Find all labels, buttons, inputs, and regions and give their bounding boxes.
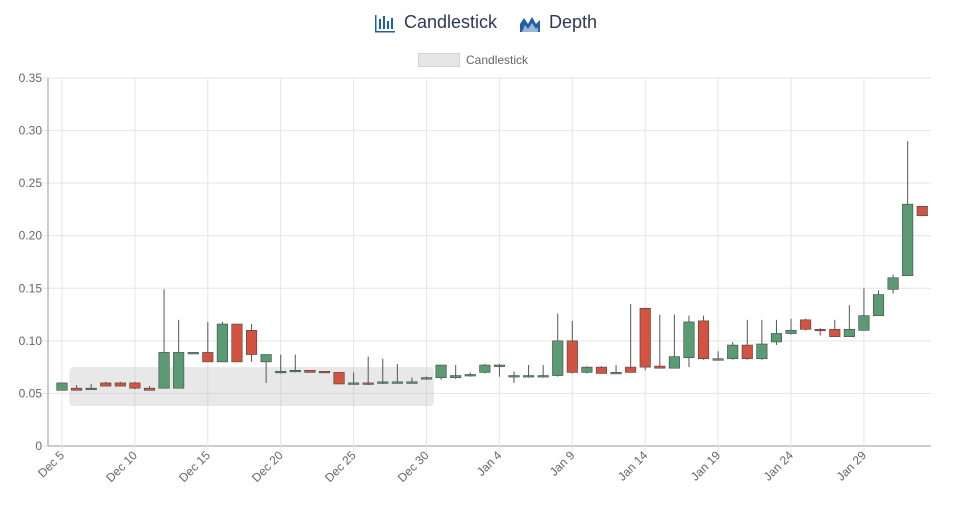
candle-down: [143, 387, 156, 391]
candle-up: [508, 375, 520, 378]
candle-up: [770, 333, 782, 343]
candle-up: [348, 382, 360, 385]
candle-up: [727, 344, 739, 360]
x-tick-label: Jan 19: [688, 448, 724, 484]
candle-up: [187, 352, 199, 355]
candle-up: [610, 372, 622, 375]
candle-up: [785, 330, 797, 334]
candle-down: [245, 330, 258, 355]
candle-down: [202, 352, 214, 363]
candle-up: [275, 371, 287, 374]
candle-up: [493, 364, 505, 367]
candle-up: [872, 294, 885, 316]
legend-label: Candlestick: [466, 53, 529, 67]
candle-up: [450, 375, 462, 378]
tab-depth-label: Depth: [549, 12, 598, 32]
candlestick-icon: [374, 13, 396, 33]
candle-down: [304, 369, 316, 373]
candle-up: [712, 358, 724, 361]
candle-down: [318, 371, 330, 374]
y-tick-label: 0.25: [19, 176, 43, 190]
candle-down: [595, 366, 608, 374]
candle-up: [523, 375, 535, 378]
candle-up: [289, 369, 301, 373]
candle-up: [260, 354, 272, 363]
candle-down: [639, 307, 651, 368]
candle-up: [756, 343, 768, 360]
candle-down: [231, 323, 243, 363]
candle-down: [100, 382, 112, 387]
y-tick-label: 0.15: [19, 281, 43, 295]
candle-up: [420, 377, 433, 380]
candle-up: [464, 374, 476, 377]
candle-up: [552, 340, 564, 376]
candle-down: [697, 320, 710, 360]
candle-down: [362, 382, 374, 385]
candle-down: [566, 340, 578, 373]
candle-up: [391, 381, 403, 384]
candle-up: [406, 381, 418, 384]
candle-down: [814, 328, 826, 332]
candle-up: [56, 382, 68, 391]
tab-depth[interactable]: Depth: [519, 12, 597, 33]
tab-candlestick-label: Candlestick: [403, 12, 497, 32]
y-tick-label: 0: [35, 439, 42, 453]
y-tick-label: 0.30: [19, 124, 43, 138]
candle-down: [916, 205, 928, 217]
candle-down: [829, 328, 841, 337]
candle-down: [71, 387, 83, 391]
chart-mode-tabs: Candlestick Depth: [0, 12, 971, 33]
candle-down: [333, 372, 345, 385]
candle-down: [800, 319, 812, 330]
candle-down: [129, 382, 141, 389]
candle-up: [668, 356, 680, 369]
x-tick-label: Jan 24: [761, 448, 797, 484]
x-tick-label: Dec 15: [176, 448, 213, 485]
candle-down: [654, 365, 666, 369]
x-tick-label: Jan 4: [474, 448, 505, 479]
x-tick-label: Dec 30: [395, 448, 432, 485]
y-tick-label: 0.10: [19, 334, 43, 348]
tab-candlestick[interactable]: Candlestick: [374, 12, 497, 33]
candle-up: [479, 364, 491, 373]
x-tick-label: Jan 29: [834, 448, 870, 484]
candle-up: [683, 321, 695, 358]
candle-down: [114, 382, 126, 387]
y-tick-label: 0.20: [19, 229, 43, 243]
candle-up: [435, 364, 447, 378]
candle-up: [537, 375, 549, 378]
x-tick-label: Jan 9: [547, 448, 578, 479]
y-tick-label: 0.05: [19, 386, 43, 400]
candle-up: [858, 315, 870, 331]
x-tick-label: Jan 14: [615, 448, 651, 484]
candle-up: [843, 328, 855, 337]
legend-swatch: [418, 53, 460, 67]
candle-down: [625, 366, 637, 373]
candle-up: [173, 352, 185, 389]
candle-up: [581, 366, 593, 373]
x-tick-label: Dec 25: [322, 448, 359, 485]
candle-up: [377, 381, 389, 384]
depth-chart-icon: [519, 13, 541, 33]
chart-legend[interactable]: Candlestick: [418, 53, 528, 67]
candle-up: [85, 387, 97, 390]
candle-up: [887, 277, 899, 290]
x-tick-label: Dec 20: [249, 448, 286, 485]
candle-up: [158, 352, 170, 389]
candle-up: [216, 323, 228, 363]
selection-range-overlay: [69, 367, 434, 407]
candle-down: [741, 344, 753, 360]
x-tick-label: Dec 10: [103, 448, 140, 485]
y-tick-label: 0.35: [19, 71, 43, 85]
candle-up: [902, 203, 914, 276]
